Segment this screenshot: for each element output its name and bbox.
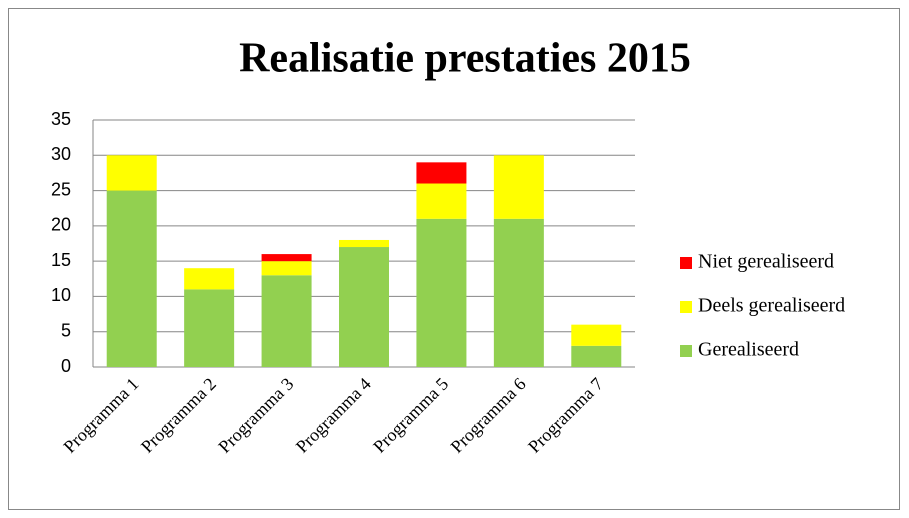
bar-segment — [261, 275, 312, 367]
bar-segment — [184, 289, 235, 367]
bar-segment — [261, 261, 312, 276]
legend-swatch — [680, 301, 692, 313]
bar-segment — [493, 218, 544, 367]
y-tick-label: 20 — [51, 215, 71, 235]
bar-segment — [339, 239, 389, 248]
bar-segment — [261, 254, 312, 262]
bar-segment — [571, 324, 622, 346]
y-tick-label: 5 — [61, 320, 71, 340]
legend-label: Gerealiseerd — [698, 339, 799, 361]
legend-swatch — [680, 345, 692, 357]
bar-segment — [339, 247, 389, 367]
chart-title: Realisatie prestaties 2015 — [239, 36, 691, 82]
legend-swatch — [680, 257, 692, 269]
bar-segment — [416, 218, 467, 367]
bar-segment — [571, 345, 622, 367]
bar-segment — [106, 155, 157, 191]
y-tick-label: 25 — [51, 179, 71, 199]
bar-segment — [416, 183, 467, 219]
y-tick-label: 0 — [61, 356, 71, 376]
y-tick-label: 35 — [51, 109, 71, 129]
bar-segment — [184, 268, 235, 290]
y-tick-label: 15 — [51, 250, 71, 270]
bar-segment — [493, 155, 544, 219]
bar-segment — [416, 162, 467, 184]
legend-label: Niet gerealiseerd — [698, 251, 834, 273]
bar-segment — [106, 190, 157, 367]
y-tick-label: 30 — [51, 144, 71, 164]
legend-label: Deels gerealiseerd — [698, 295, 845, 317]
y-tick-label: 10 — [51, 285, 71, 305]
